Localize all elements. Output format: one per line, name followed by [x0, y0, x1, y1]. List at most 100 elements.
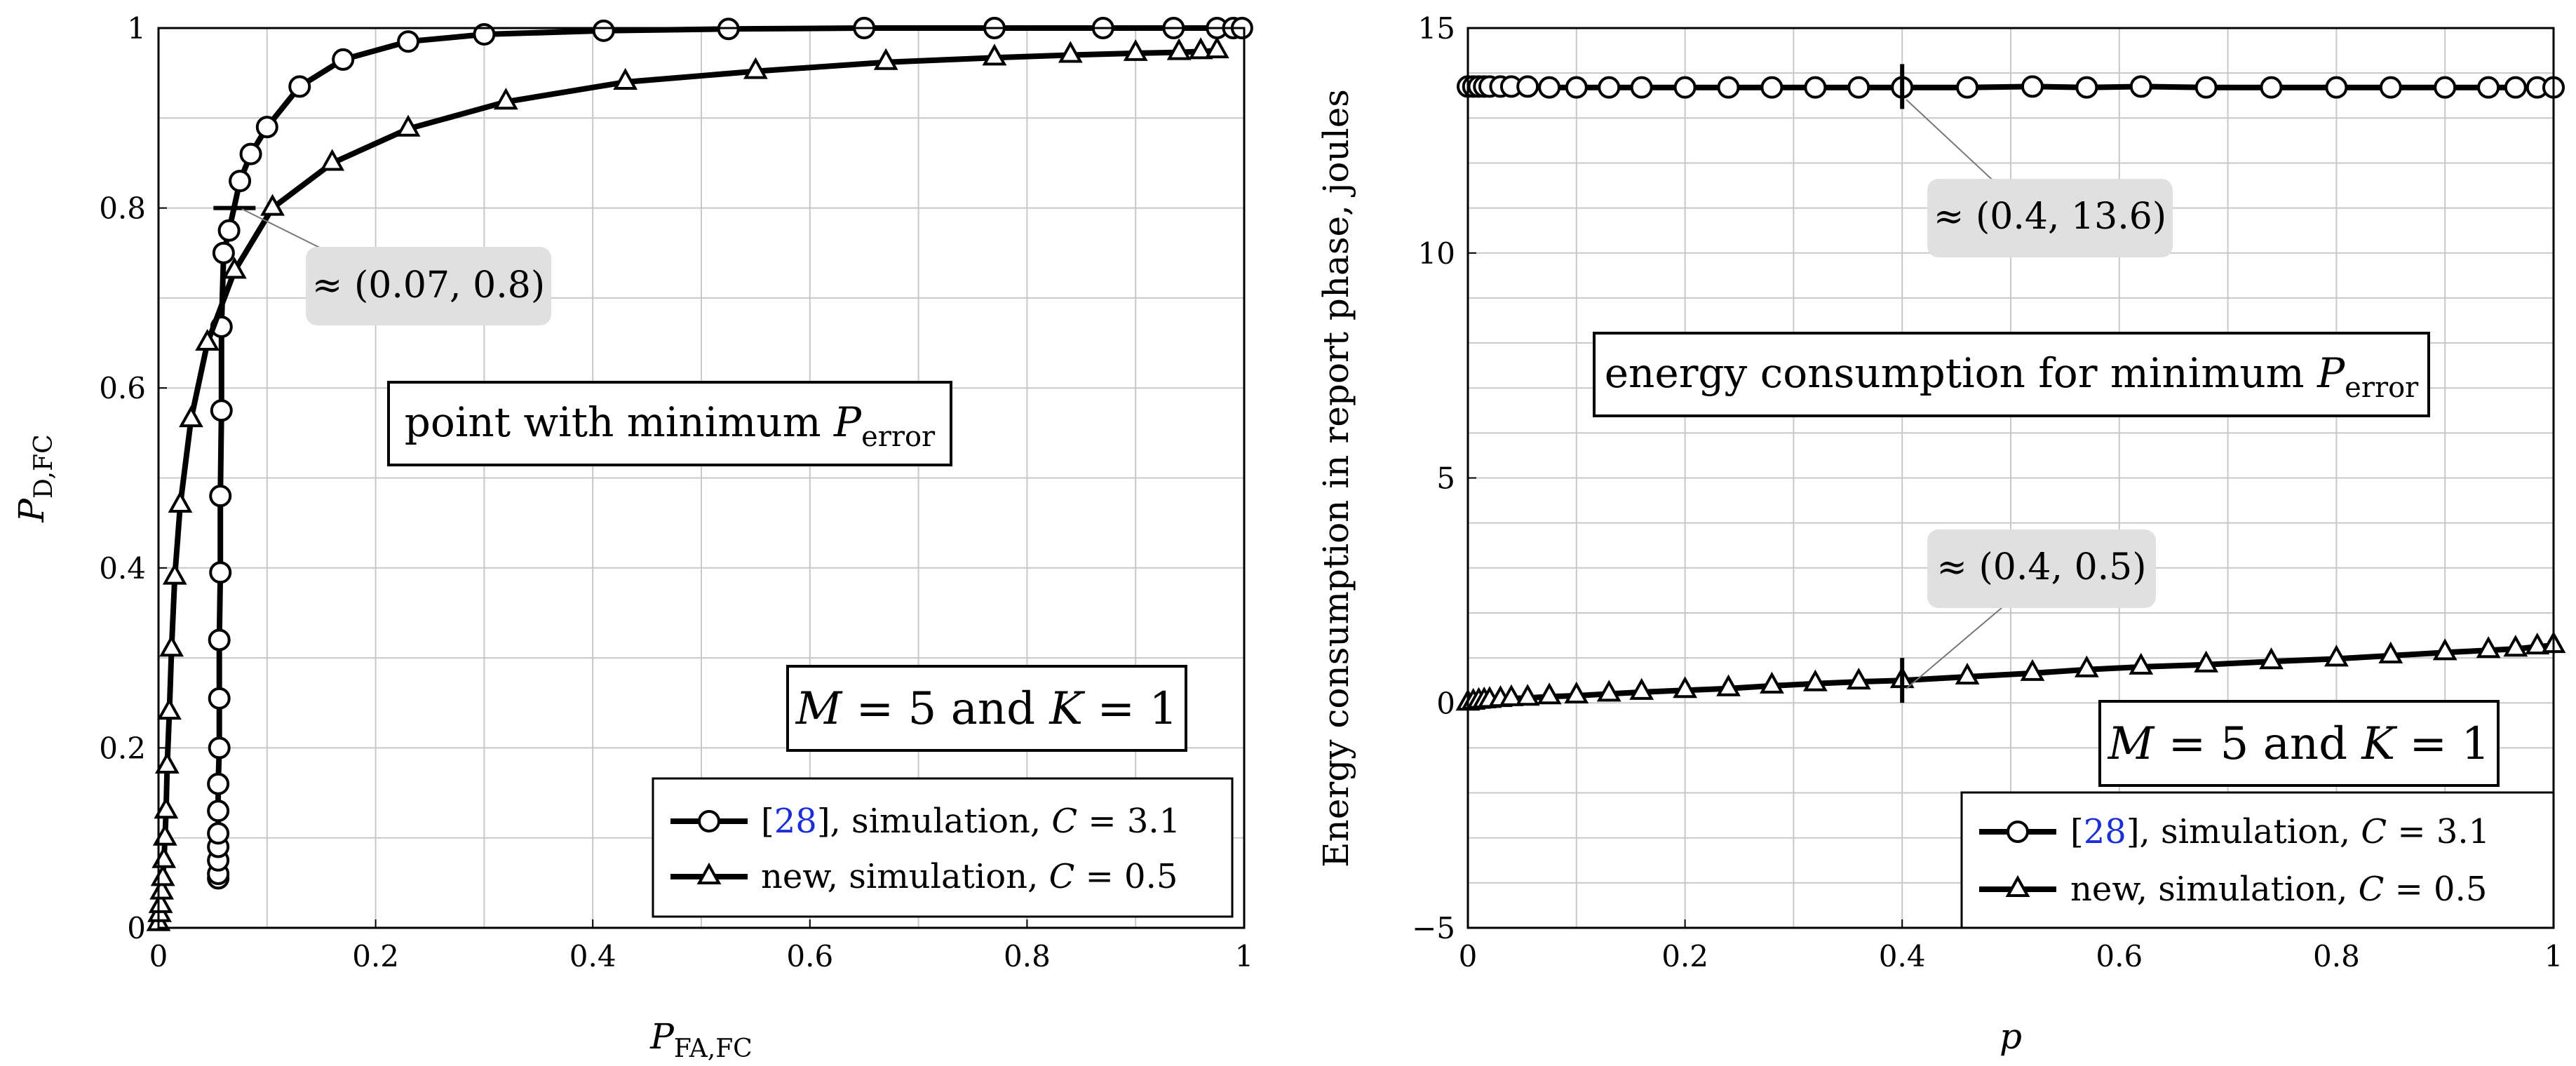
- left-x-tick-label: 0.2: [352, 939, 399, 973]
- left-point-triangle: [154, 751, 180, 774]
- left-point-circle: [207, 800, 230, 823]
- left-point-circle: [208, 736, 231, 760]
- left-param-box: [786, 665, 1187, 752]
- left-legend-label-1: [28], simulation, C = 3.1: [761, 802, 1180, 841]
- right-y-axis-label: Energy consumption in report phase, joul…: [1316, 89, 1356, 868]
- left-y-tick-label: 0.8: [99, 191, 146, 226]
- right-point-circle: [2504, 76, 2527, 99]
- right-point-circle: [2379, 76, 2402, 99]
- right-point-triangle: [2194, 650, 2219, 673]
- right-point-circle: [2075, 76, 2098, 99]
- right-point-circle: [2434, 76, 2457, 99]
- left-chart: 0 0.2 0.4 0.6 0.8 1 0 0.2 0.4 0.6 0.8 1 ≈ (0.07, 0.…: [11, 11, 1253, 1063]
- left-point-triangle: [222, 257, 247, 279]
- right-x-tick-label: 1: [2544, 939, 2563, 973]
- right-caption-box: [1593, 332, 2430, 417]
- left-point-circle: [239, 142, 262, 166]
- left-point-triangle: [1166, 38, 1192, 60]
- left-point-circle: [229, 170, 252, 193]
- left-legend-marker-2: [696, 862, 722, 884]
- left-point-circle: [473, 22, 496, 46]
- right-point-triangle: [2476, 636, 2501, 659]
- right-point-circle: [1565, 76, 1588, 99]
- left-point-triangle: [162, 562, 187, 585]
- right-point-triangle: [1515, 684, 1540, 706]
- left-point-circle: [207, 772, 230, 795]
- left-point-triangle: [149, 877, 175, 900]
- left-x-tick-label: 1: [1235, 939, 1254, 973]
- left-y-tick-label: 0: [127, 911, 146, 945]
- left-point-circle: [209, 485, 232, 508]
- right-point-circle: [2021, 75, 2044, 98]
- left-point-circle: [255, 116, 278, 139]
- right-y-tick-label: 15: [1418, 11, 1455, 46]
- left-point-triangle: [982, 43, 1007, 66]
- left-point-triangle: [150, 864, 175, 886]
- right-param-text: M = 5 and K = 1: [2108, 718, 2490, 770]
- left-caption-text: point with minimum Perror: [405, 398, 936, 453]
- left-point-triangle: [154, 797, 179, 819]
- left-plot-frame: [157, 27, 1246, 929]
- right-callout-top-leader: [1906, 99, 2000, 187]
- left-ticks: 0 0.2 0.4 0.6 0.8 1 0 0.2 0.4 0.6 0.8 1: [99, 11, 1253, 973]
- left-y-tick-label: 0.2: [99, 731, 146, 765]
- right-point-triangle: [2259, 647, 2284, 670]
- left-point-triangle: [396, 114, 421, 137]
- left-point-triangle: [260, 194, 285, 216]
- right-point-circle: [1717, 76, 1740, 99]
- right-point-triangle: [2432, 638, 2457, 661]
- right-point-triangle: [1716, 674, 1741, 696]
- right-point-triangle: [2378, 641, 2403, 663]
- right-caption-text: energy consumption for minimum Perror: [1605, 349, 2419, 404]
- left-x-axis-label: PFA,FC: [649, 1016, 752, 1063]
- right-legend-marker-1: [2007, 821, 2029, 843]
- right-y-tick-label: 0: [1436, 686, 1455, 720]
- right-point-circle: [1538, 76, 1561, 99]
- right-point-circle: [1804, 76, 1827, 99]
- right-point-triangle: [2324, 645, 2349, 667]
- left-point-triangle: [1058, 41, 1083, 63]
- left-point-circle: [288, 75, 311, 98]
- left-legend-label-2: new, simulation, C = 0.5: [761, 857, 1178, 896]
- right-legend-marker-2: [2005, 875, 2030, 897]
- left-point-triangle: [159, 635, 184, 657]
- right-y-tick-label: −5: [1412, 911, 1455, 945]
- right-point-circle: [1956, 76, 1979, 99]
- left-point-triangle: [320, 149, 345, 171]
- left-point-triangle: [1188, 37, 1213, 60]
- right-point-triangle: [1673, 676, 1698, 699]
- right-point-triangle: [1955, 662, 1980, 685]
- left-point-triangle: [157, 697, 182, 720]
- right-x-tick-label: 0.6: [2096, 939, 2143, 973]
- left-point-triangle: [1123, 39, 1148, 61]
- right-param-box: [2098, 700, 2500, 787]
- left-point-circle: [210, 399, 233, 422]
- right-point-circle: [1673, 76, 1697, 99]
- right-point-circle: [1847, 76, 1870, 99]
- right-legend: [1960, 791, 2555, 929]
- left-legend: [652, 777, 1234, 918]
- right-x-tick-label: 0.8: [2313, 939, 2360, 973]
- right-callout-bottom-text: ≈ (0.4, 0.5): [1936, 546, 2146, 588]
- left-point-triangle: [613, 67, 638, 90]
- right-y-tick-label: 10: [1418, 236, 1455, 271]
- right-callout-bottom-bubble: [1927, 529, 2156, 608]
- right-point-circle: [2129, 75, 2152, 98]
- right-legend-entry-2: new, simulation, C = 0.5: [1979, 870, 2487, 909]
- left-point-circle: [592, 19, 615, 42]
- right-point-triangle: [2525, 632, 2550, 655]
- right-point-triangle: [1537, 682, 1562, 705]
- left-y-axis-label: PD,FC: [11, 434, 58, 522]
- right-x-axis-label: p: [2000, 1016, 2022, 1057]
- right-callout-top-text: ≈ (0.4, 13.6): [1934, 196, 2166, 238]
- left-legend-marker-1: [698, 810, 720, 832]
- left-y-tick-label: 1: [127, 11, 146, 46]
- right-point-circle: [2477, 76, 2500, 99]
- left-point-circle: [332, 48, 355, 71]
- left-point-triangle: [179, 405, 203, 428]
- right-callout-bottom-leader: [1906, 602, 2008, 689]
- right-point-circle: [2194, 76, 2218, 99]
- left-callout-bubble: [306, 247, 551, 325]
